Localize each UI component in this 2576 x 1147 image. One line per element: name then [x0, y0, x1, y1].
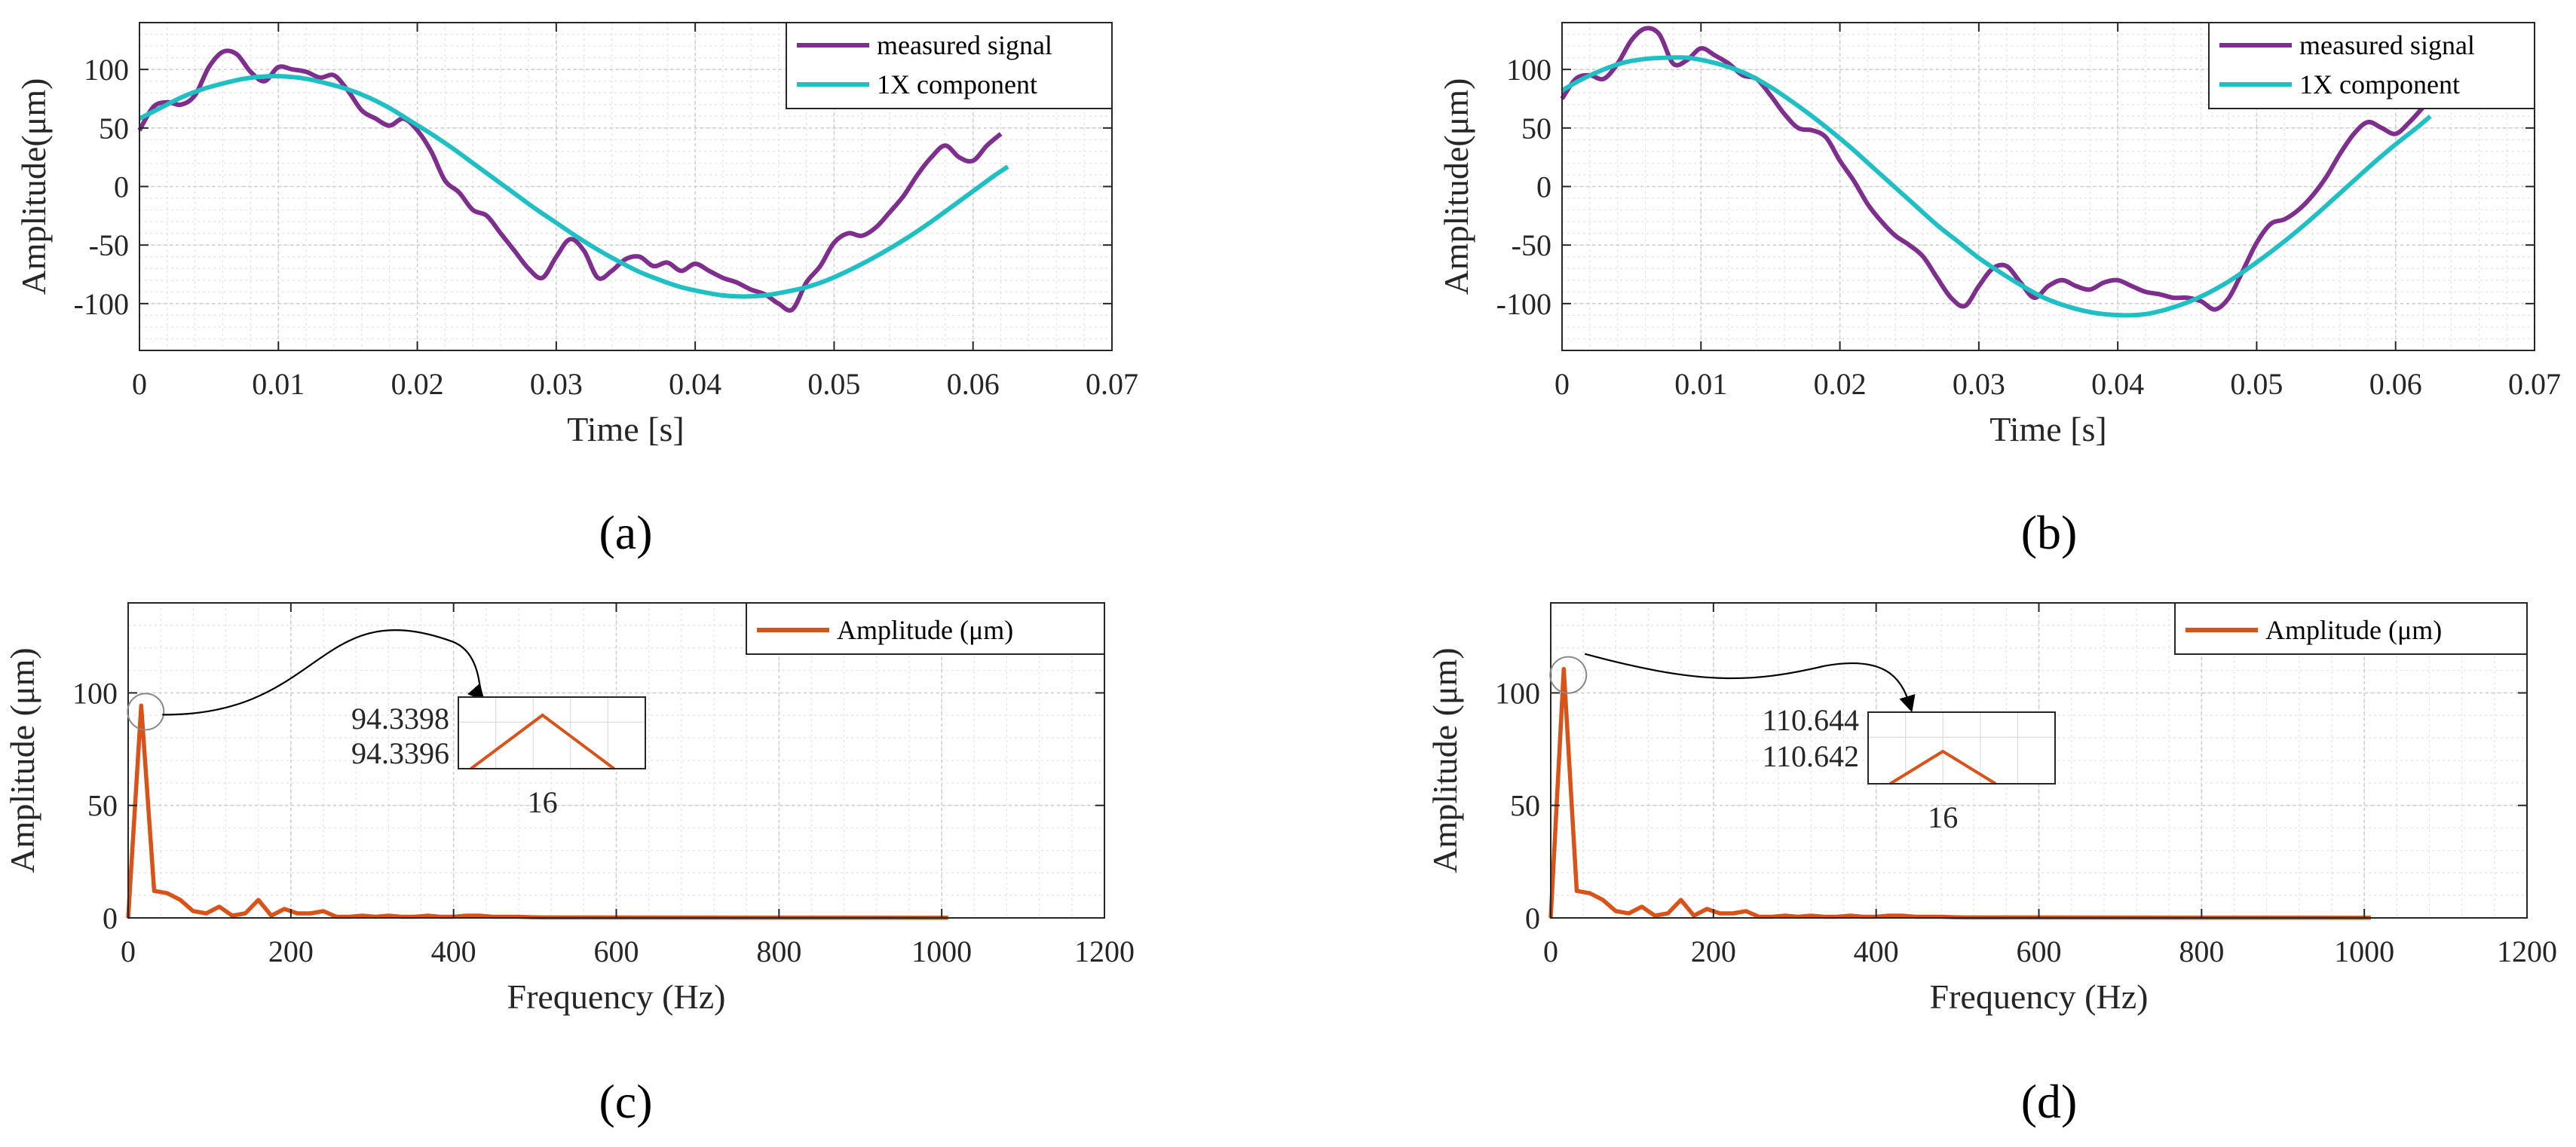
x-tick-label: 600 [594, 934, 639, 968]
y-tick-label: 50 [99, 112, 129, 145]
y-axis-label: Amplitude(μm) [1437, 78, 1475, 295]
x-tick-label: 0.05 [807, 367, 860, 401]
series-line-secondary [138, 74, 1009, 299]
series-line-primary [137, 48, 1003, 313]
inset-peak-line [1889, 749, 1997, 785]
x-tick-label: 800 [756, 934, 801, 968]
x-tick-label: 0.07 [1086, 367, 1138, 401]
y-tick-label: 100 [1495, 676, 1540, 710]
x-tick-label: 0.01 [1674, 367, 1727, 401]
series-line-primary [126, 703, 948, 920]
panel-b: 0 0.01 0.02 0.03 0.04 0.05 0.06 0.07 100 50 0 -50 -1… [1437, 22, 2561, 559]
panel-d: 0 200 400 600 800 1000 1200 0 50 100 Frequency (Hz… [1426, 602, 2557, 1128]
x-tick-label: 1000 [911, 934, 972, 968]
y-tick-label: -100 [74, 287, 129, 321]
x-tick-label: 0.03 [1953, 367, 2005, 401]
y-tick-label: 0 [103, 901, 118, 935]
x-axis-label: Time [s] [1989, 410, 2107, 448]
x-axis-label: Time [s] [567, 410, 685, 448]
y-tick-label: 0 [114, 170, 129, 204]
zoom-arrow [1584, 653, 1916, 713]
y-tick-label: 0 [1536, 170, 1551, 204]
inset-background [458, 697, 645, 769]
panel-caption: (d) [2021, 1075, 2078, 1128]
x-tick-label: 0.07 [2508, 367, 2561, 401]
x-tick-label: 0 [1543, 934, 1558, 968]
series-line-secondary [1561, 55, 2432, 318]
x-axis-label: Frequency (Hz) [507, 977, 726, 1016]
zoom-arrow [162, 629, 485, 716]
zoom-marker-circle [1549, 656, 1588, 694]
x-tick-label: 0.01 [252, 367, 305, 401]
y-tick-label: 100 [72, 676, 118, 710]
y-axis-label: Amplitude(μm) [14, 78, 53, 295]
x-tick-label: 600 [2017, 934, 2062, 968]
panel-caption: (b) [2021, 506, 2078, 559]
y-tick-label: 100 [1506, 53, 1551, 87]
legend-box [2208, 22, 2535, 109]
x-tick-label: 0.06 [2369, 367, 2422, 401]
panel-caption: (c) [599, 1075, 652, 1128]
panel-caption: (a) [599, 506, 652, 559]
x-tick-label: 200 [268, 934, 314, 968]
inset-y-tick-label: 94.3398 [351, 702, 449, 736]
inset-x-tick-label: 16 [1928, 800, 1958, 834]
inset-y-tick-label: 110.642 [1762, 739, 1859, 773]
y-tick-label: 0 [1525, 901, 1540, 935]
y-axis-label: Amplitude (μm) [3, 647, 41, 873]
x-tick-label: 0 [1554, 367, 1570, 401]
y-tick-label: -100 [1496, 287, 1551, 321]
legend-label: 1X component [877, 69, 1037, 99]
y-tick-label: -50 [89, 228, 129, 262]
inset-peak-line [470, 713, 615, 770]
zoom-marker-circle [127, 693, 165, 731]
x-tick-label: 1200 [2497, 934, 2557, 968]
legend-label: 1X component [2299, 69, 2460, 99]
x-tick-label: 0 [132, 367, 147, 401]
inset-y-tick-label: 94.3396 [351, 736, 449, 770]
legend-label: measured signal [2299, 30, 2475, 60]
x-tick-label: 1000 [2334, 934, 2394, 968]
y-tick-label: 50 [87, 789, 118, 823]
x-tick-label: 0 [121, 934, 136, 968]
inset-frame [458, 696, 646, 769]
y-tick-label: 50 [1510, 789, 1540, 823]
x-tick-label: 0.06 [947, 367, 1000, 401]
x-tick-label: 0.02 [391, 367, 444, 401]
legend-box [786, 22, 1113, 109]
x-tick-label: 1200 [1074, 934, 1135, 968]
y-tick-label: 100 [84, 53, 129, 87]
y-axis-label: Amplitude (μm) [1426, 647, 1464, 873]
x-tick-label: 0.04 [2091, 367, 2144, 401]
x-tick-label: 200 [1691, 934, 1736, 968]
panel-a: 0 0.01 0.02 0.03 0.04 0.05 0.06 0.07 100 50 0 -50 -1… [14, 22, 1138, 559]
legend-label: measured signal [877, 30, 1052, 60]
y-tick-label: 50 [1521, 112, 1551, 145]
inset-x-tick-label: 16 [528, 785, 558, 819]
x-tick-label: 0.03 [530, 367, 583, 401]
x-tick-label: 0.04 [669, 367, 721, 401]
x-tick-label: 0.05 [2230, 367, 2283, 401]
inset-y-tick-label: 110.644 [1762, 703, 1859, 737]
series-line-primary [1548, 666, 2371, 920]
legend-label: Amplitude (μm) [837, 615, 1013, 645]
legend-label: Amplitude (μm) [2265, 615, 2442, 645]
y-tick-label: -50 [1512, 228, 1551, 262]
inset-background [1868, 712, 2055, 784]
inset-frame [1867, 711, 2056, 785]
x-tick-label: 400 [431, 934, 476, 968]
x-tick-label: 400 [1854, 934, 1899, 968]
x-tick-label: 800 [2179, 934, 2224, 968]
panel-c: 0 200 400 600 800 1000 1200 0 50 100 Frequency (Hz… [3, 602, 1135, 1128]
x-tick-label: 0.02 [1814, 367, 1867, 401]
x-axis-label: Frequency (Hz) [1930, 977, 2149, 1016]
